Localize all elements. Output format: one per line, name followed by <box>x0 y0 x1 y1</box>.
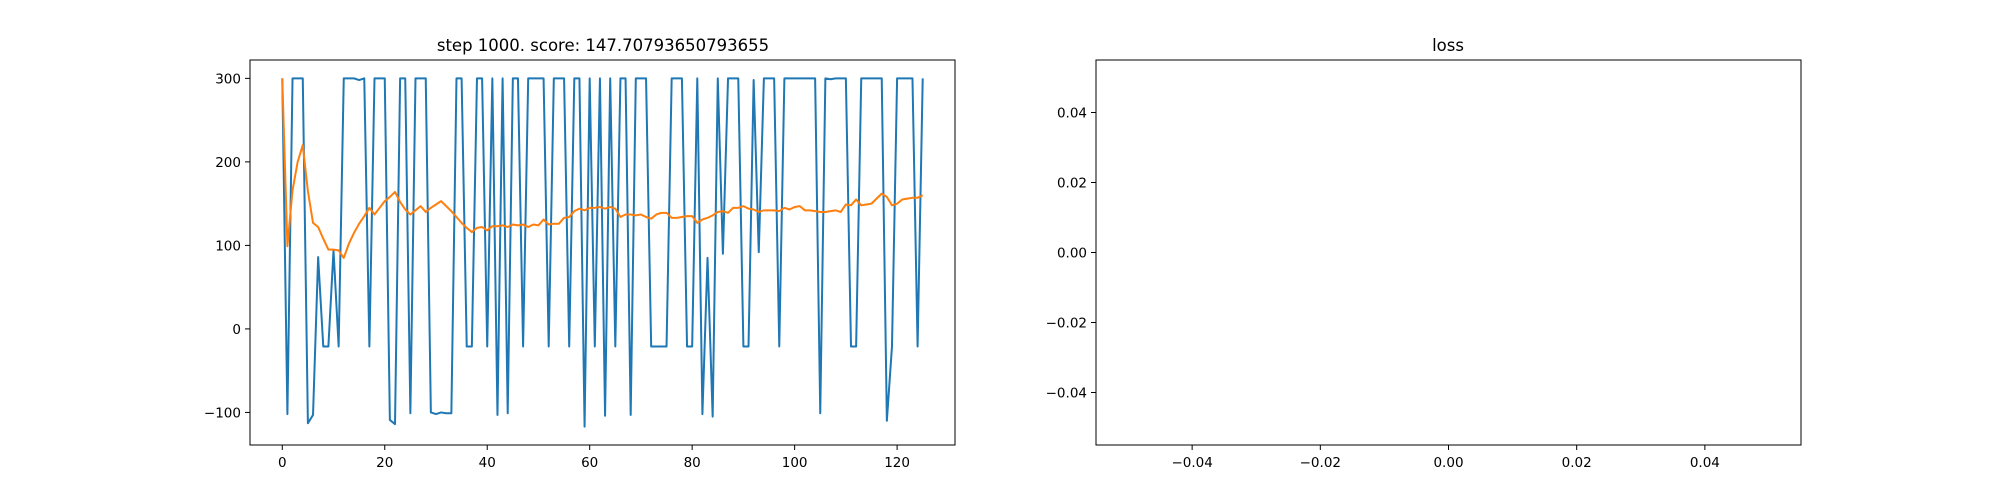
loss-chart-y-axis: −0.04 −0.02 0.00 0.02 0.04 <box>1046 106 1096 402</box>
score-y-tick-label: −100 <box>204 405 241 421</box>
loss-y-tick-label: 0.00 <box>1057 246 1087 262</box>
loss-y-tick-label: −0.02 <box>1046 316 1087 332</box>
score-x-tick-label: 60 <box>581 455 598 471</box>
score-chart-frame <box>249 59 956 446</box>
loss-x-tick-label: 0.00 <box>1433 455 1463 471</box>
loss-x-tick-label: −0.02 <box>1300 455 1341 471</box>
score-chart-x-axis: 0 20 40 60 80 100 120 <box>278 445 910 471</box>
loss-chart: loss −0.04 −0.02 0.00 0.02 0.04 −0.04 −0.02 0.… <box>1046 36 1802 471</box>
score-chart: step 1000. score: 147.70793650793655 0 20… <box>204 36 956 471</box>
score-x-tick-label: 40 <box>479 455 496 471</box>
score-y-tick-label: 0 <box>232 322 241 338</box>
loss-y-tick-label: −0.04 <box>1046 386 1087 402</box>
score-chart-y-axis: −100 0 100 200 300 <box>204 71 250 421</box>
loss-y-tick-label: 0.02 <box>1057 176 1087 192</box>
loss-x-tick-label: 0.04 <box>1690 455 1720 471</box>
score-x-tick-label: 20 <box>376 455 393 471</box>
loss-x-tick-label: −0.04 <box>1171 455 1212 471</box>
loss-y-tick-label: 0.04 <box>1057 106 1087 122</box>
loss-chart-x-axis: −0.04 −0.02 0.00 0.02 0.04 <box>1171 445 1720 471</box>
score-series-group <box>281 77 924 428</box>
score-x-tick-label: 0 <box>278 455 287 471</box>
score-chart-title: step 1000. score: 147.70793650793655 <box>437 36 769 55</box>
score-y-tick-label: 200 <box>215 155 241 171</box>
score-chart-plot-area <box>281 77 924 428</box>
score-x-tick-label: 120 <box>884 455 910 471</box>
score-x-tick-label: 100 <box>782 455 808 471</box>
loss-chart-title: loss <box>1432 36 1464 55</box>
score-y-tick-label: 100 <box>215 238 241 254</box>
series-line-2 <box>281 78 924 259</box>
series-line-1 <box>281 77 924 428</box>
score-x-tick-label: 80 <box>684 455 701 471</box>
score-y-tick-label: 300 <box>215 71 241 87</box>
loss-x-tick-label: 0.02 <box>1562 455 1592 471</box>
